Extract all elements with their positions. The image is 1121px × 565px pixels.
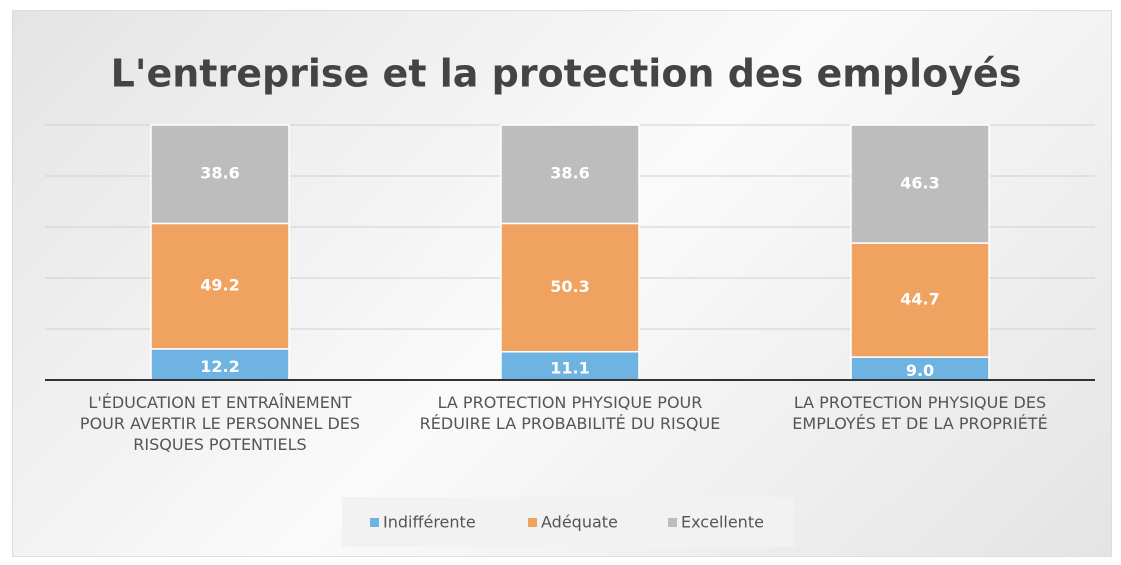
- bar-segment: [150, 124, 290, 225]
- data-label: 49.2: [200, 276, 239, 295]
- data-label: 44.7: [900, 290, 939, 309]
- bar-segment: [850, 242, 990, 358]
- legend-label: Indifférente: [383, 513, 476, 532]
- x-tick-label: LA PROTECTION PHYSIQUE POUR RÉDUIRE LA P…: [419, 393, 721, 433]
- legend-label: Adéquate: [541, 513, 618, 532]
- data-label: 46.3: [900, 174, 939, 193]
- legend-swatch: [370, 518, 379, 527]
- legend-label: Excellente: [681, 513, 764, 532]
- bar-segment: [500, 222, 640, 353]
- x-tick-label: LA PROTECTION PHYSIQUE DES EMPLOYÉS ET D…: [792, 393, 1048, 433]
- data-label: 38.6: [200, 164, 239, 183]
- data-label: 50.3: [550, 277, 589, 296]
- bar-segment: [500, 124, 640, 225]
- bar-segment: [150, 222, 290, 350]
- data-label: 12.2: [200, 357, 239, 376]
- legend-swatch: [528, 518, 537, 527]
- chart-title: L'entreprise et la protection des employ…: [111, 52, 1022, 96]
- data-label: 9.0: [906, 361, 934, 380]
- legend-box: [342, 497, 794, 547]
- data-label: 11.1: [550, 358, 589, 377]
- data-label: 38.6: [550, 164, 589, 183]
- bar-segment: [850, 124, 990, 244]
- legend-swatch: [668, 518, 677, 527]
- x-tick-label: L'ÉDUCATION ET ENTRAÎNEMENT POUR AVERTIR…: [79, 393, 361, 454]
